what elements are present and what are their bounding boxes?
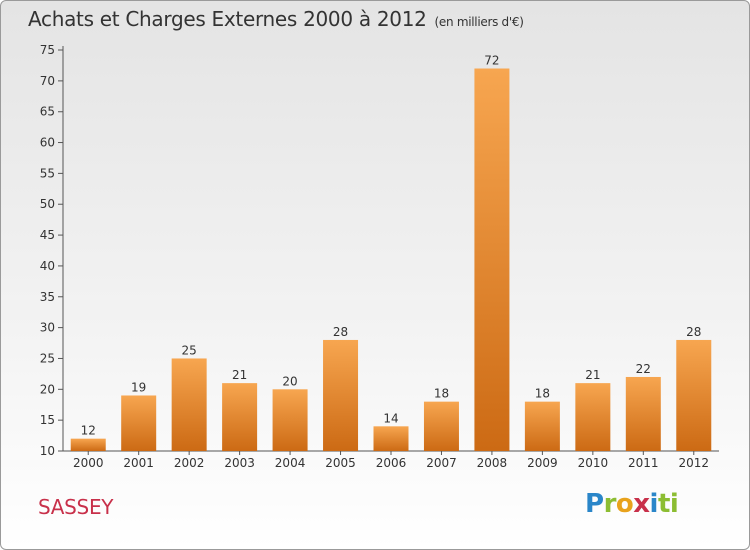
bar <box>423 401 459 451</box>
logo-letter: x <box>633 489 650 519</box>
bar <box>121 395 157 451</box>
logo-letter: o <box>615 489 634 519</box>
logo-letter: i <box>649 489 659 519</box>
y-tick-label: 35 <box>40 290 55 304</box>
bar <box>70 438 106 451</box>
logo-letter: ti <box>657 489 679 519</box>
x-tick-label: 2004 <box>275 456 306 470</box>
bar <box>474 68 510 451</box>
y-tick-label: 40 <box>40 259 55 273</box>
x-tick-label: 2012 <box>678 456 709 470</box>
bar <box>676 339 712 451</box>
bar <box>171 358 207 451</box>
data-label: 18 <box>535 387 550 401</box>
x-tick-label: 2003 <box>224 456 255 470</box>
x-tick-label: 2009 <box>527 456 558 470</box>
bar <box>575 383 611 451</box>
bar <box>625 376 661 451</box>
data-label: 25 <box>182 343 197 357</box>
data-label: 21 <box>232 368 247 382</box>
data-label: 72 <box>484 54 499 68</box>
data-label: 14 <box>383 411 398 425</box>
data-label: 22 <box>636 362 651 376</box>
title-text: Achats et Charges Externes 2000 à 2012 <box>28 7 427 31</box>
data-label: 19 <box>131 380 146 394</box>
x-tick-label: 2006 <box>376 456 407 470</box>
x-tick-label: 2008 <box>477 456 508 470</box>
y-tick-label: 70 <box>40 74 55 88</box>
x-tick-label: 2002 <box>174 456 205 470</box>
x-tick-label: 2010 <box>578 456 609 470</box>
x-tick-label: 2000 <box>73 456 104 470</box>
y-tick-label: 15 <box>40 413 55 427</box>
y-tick-label: 55 <box>40 166 55 180</box>
data-label: 20 <box>282 374 297 388</box>
x-tick-label: 2011 <box>628 456 659 470</box>
y-tick-label: 60 <box>40 136 55 150</box>
chart-title: Achats et Charges Externes 2000 à 2012 (e… <box>28 7 524 31</box>
bar <box>222 383 258 451</box>
y-tick-label: 10 <box>40 444 55 458</box>
y-tick-label: 25 <box>40 351 55 365</box>
x-tick-label: 2005 <box>325 456 356 470</box>
unit-label: (en milliers d'€) <box>434 15 524 29</box>
logo-letter: r <box>603 489 617 519</box>
y-tick-label: 65 <box>40 105 55 119</box>
y-tick-label: 30 <box>40 321 55 335</box>
data-label: 21 <box>585 368 600 382</box>
y-tick-label: 20 <box>40 382 55 396</box>
y-tick-label: 50 <box>40 197 55 211</box>
x-tick-label: 2007 <box>426 456 457 470</box>
y-tick-label: 75 <box>40 43 55 57</box>
bar <box>524 401 560 451</box>
logo-letter: P <box>585 489 604 519</box>
data-label: 12 <box>81 424 96 438</box>
bar <box>272 389 308 451</box>
bar <box>323 339 359 451</box>
proxiti-logo: Proxiti <box>585 489 679 519</box>
commune-name: SASSEY <box>38 495 114 519</box>
bar <box>373 426 409 451</box>
data-label: 28 <box>686 325 701 339</box>
y-tick-label: 45 <box>40 228 55 242</box>
data-label: 28 <box>333 325 348 339</box>
x-tick-label: 2001 <box>123 456 154 470</box>
data-label: 18 <box>434 387 449 401</box>
